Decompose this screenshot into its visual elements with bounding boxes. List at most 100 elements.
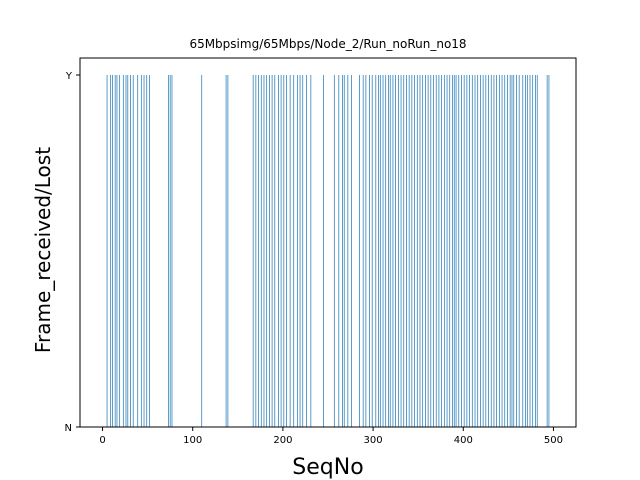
bar-seqno-226: [306, 75, 307, 427]
bar-seqno-137: [225, 75, 227, 427]
bar-seqno-361: [427, 75, 429, 427]
bar-seqno-482: [536, 75, 538, 427]
bar-seqno-428: [488, 75, 489, 427]
bar-seqno-110: [201, 75, 203, 427]
bar-seqno-179: [263, 75, 265, 427]
bar-seqno-434: [493, 75, 495, 427]
bar-seqno-493: [546, 75, 548, 427]
bar-seqno-388: [452, 75, 453, 427]
bar-seqno-188: [271, 75, 273, 427]
bar-seqno-231: [310, 75, 312, 427]
bar-seqno-454: [511, 75, 513, 427]
bar-seqno-474: [529, 75, 531, 427]
bar-seqno-77: [171, 75, 173, 427]
y-tick-label: Y: [65, 71, 73, 82]
bar-seqno-257: [333, 75, 335, 427]
bar-seqno-317: [388, 75, 389, 427]
y-tick-label: N: [65, 423, 72, 434]
bar-seqno-413: [474, 75, 476, 427]
bar-seqno-440: [498, 75, 500, 427]
bar-seqno-325: [395, 75, 396, 427]
bars-group: [106, 75, 550, 427]
bar-seqno-11: [112, 75, 113, 427]
bar-seqno-425: [485, 75, 487, 427]
bar-seqno-292: [365, 75, 367, 427]
bar-seqno-212: [293, 75, 295, 427]
y-axis-label: Frame_received/Lost: [31, 147, 55, 353]
x-tick-label: 500: [544, 435, 563, 446]
bar-seqno-392: [455, 75, 457, 427]
bar-seqno-198: [280, 75, 282, 427]
x-tick-label: 0: [99, 435, 105, 446]
x-tick-label: 300: [364, 435, 383, 446]
bar-seqno-349: [416, 75, 418, 427]
bar-seqno-219: [299, 75, 301, 427]
bar-seqno-462: [518, 75, 520, 427]
bar-seqno-75: [169, 75, 171, 427]
bar-seqno-208: [289, 75, 291, 427]
bar-seqno-334: [403, 75, 405, 427]
bar-seqno-443: [501, 75, 503, 427]
bar-seqno-340: [408, 75, 410, 427]
bar-seqno-480: [535, 75, 536, 427]
bar-seqno-268: [343, 75, 345, 427]
bar-seqno-382: [446, 75, 448, 427]
bar-seqno-28: [127, 75, 129, 427]
bar-seqno-195: [278, 75, 279, 427]
bar-seqno-352: [419, 75, 421, 427]
bar-seqno-319: [389, 75, 391, 427]
bar-seqno-328: [397, 75, 399, 427]
bar-seqno-364: [430, 75, 432, 427]
bar-seqno-182: [266, 75, 268, 427]
bar-seqno-296: [369, 75, 370, 427]
bar-seqno-331: [400, 75, 402, 427]
bar-seqno-262: [338, 75, 340, 427]
bar-seqno-14: [114, 75, 116, 427]
bar-seqno-314: [385, 75, 387, 427]
bar-seqno-173: [258, 75, 259, 427]
x-tick-label: 100: [183, 435, 202, 446]
bar-seqno-176: [260, 75, 262, 427]
bar-seqno-358: [425, 75, 426, 427]
bar-seqno-407: [469, 75, 470, 427]
bar-seqno-191: [274, 75, 276, 427]
bar-seqno-322: [392, 75, 394, 427]
bar-seqno-39: [137, 75, 139, 427]
bar-seqno-422: [482, 75, 484, 427]
bar-seqno-204: [286, 75, 287, 427]
bar-seqno-9: [110, 75, 112, 427]
bar-seqno-289: [362, 75, 364, 427]
bar-seqno-370: [435, 75, 437, 427]
x-tick-label: 400: [454, 435, 473, 446]
bar-seqno-245: [323, 75, 324, 427]
bar-seqno-167: [252, 75, 254, 427]
bar-seqno-337: [406, 75, 407, 427]
bar-seqno-266: [342, 75, 343, 427]
bar-seqno-446: [504, 75, 506, 427]
bar-seqno-367: [433, 75, 434, 427]
bar-seqno-390: [453, 75, 455, 427]
x-tick-label: 200: [273, 435, 292, 446]
bar-seqno-285: [359, 75, 360, 427]
bar-seqno-311: [382, 75, 384, 427]
bar-seqno-410: [471, 75, 473, 427]
bar-seqno-222: [302, 75, 304, 427]
bar-seqno-34: [132, 75, 134, 427]
plot-frame: [79, 57, 577, 428]
bar-seqno-379: [443, 75, 445, 427]
bar-seqno-276: [351, 75, 352, 427]
bar-seqno-19: [119, 75, 121, 427]
bar-seqno-52: [149, 75, 150, 427]
bar-seqno-404: [466, 75, 468, 427]
bar-seqno-306: [378, 75, 379, 427]
bar-seqno-416: [477, 75, 479, 427]
bar-seqno-43: [140, 75, 142, 427]
chart-title: 65Mbpsimg/65Mbps/Node_2/Run_noRun_no18: [189, 37, 466, 51]
bar-seqno-466: [522, 75, 524, 427]
bar-seqno-308: [379, 75, 381, 427]
bar-seqno-201: [283, 75, 285, 427]
bar-seqno-139: [227, 75, 229, 427]
bar-seqno-185: [269, 75, 270, 427]
bar-seqno-216: [296, 75, 298, 427]
